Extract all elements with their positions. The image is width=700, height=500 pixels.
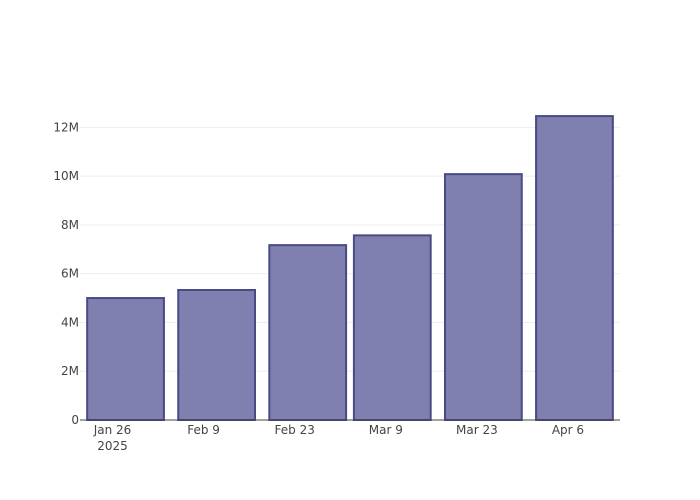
grid-lines bbox=[80, 126, 620, 372]
y-tick-label: 4M bbox=[61, 315, 79, 329]
x-tick-sublabel: 2025 bbox=[97, 439, 128, 453]
y-tick-label: 12M bbox=[53, 120, 79, 134]
y-axis-ticks: 0 2M 4M 6M 8M 10M 12M bbox=[53, 120, 79, 427]
bar bbox=[535, 115, 614, 421]
bar bbox=[268, 244, 348, 421]
bar bbox=[352, 234, 432, 421]
x-tick-label: Feb 23 bbox=[275, 423, 315, 437]
y-tick-label: 0 bbox=[71, 413, 79, 427]
x-tick-label: Mar 23 bbox=[456, 423, 498, 437]
bar bbox=[86, 297, 165, 421]
y-tick-label: 8M bbox=[61, 218, 79, 232]
x-tick-label: Mar 9 bbox=[369, 423, 403, 437]
y-tick-label: 10M bbox=[53, 169, 79, 183]
bars bbox=[86, 115, 614, 421]
bar bbox=[443, 173, 523, 421]
y-tick-label: 6M bbox=[61, 267, 79, 281]
y-tick-label: 2M bbox=[61, 364, 79, 378]
bar bbox=[177, 289, 257, 421]
x-tick-label: Apr 6 bbox=[552, 423, 584, 437]
x-axis-ticks: Jan 26 2025 Feb 9 Feb 23 Mar 9 Mar 23 Apr 6 bbox=[93, 423, 584, 453]
x-tick-label: Jan 26 bbox=[93, 423, 132, 437]
x-tick-label: Feb 9 bbox=[187, 423, 220, 437]
